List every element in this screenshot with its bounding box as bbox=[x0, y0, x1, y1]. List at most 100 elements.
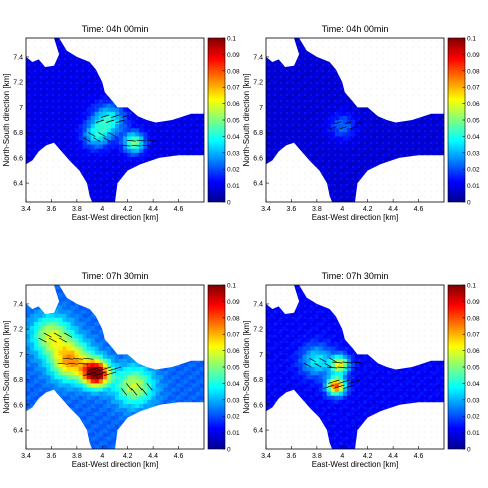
grid-dot bbox=[286, 124, 288, 126]
heatmap-cell bbox=[98, 91, 104, 96]
heatmap-cell bbox=[82, 148, 88, 154]
grid-dot bbox=[124, 64, 126, 66]
heatmap-cell bbox=[346, 128, 352, 133]
grid-dot bbox=[58, 46, 60, 48]
heatmap-cell bbox=[66, 66, 71, 72]
heatmap-cell bbox=[147, 144, 152, 150]
grid-dot bbox=[352, 82, 354, 84]
grid-dot bbox=[100, 82, 102, 84]
heatmap-cell bbox=[183, 152, 189, 158]
heatmap-cell bbox=[274, 79, 279, 84]
grid-dot bbox=[328, 76, 330, 78]
heatmap-cell bbox=[298, 95, 303, 100]
grid-dot bbox=[88, 172, 90, 174]
heatmap-cell bbox=[175, 148, 181, 154]
grid-dot bbox=[292, 40, 294, 42]
grid-dot bbox=[88, 136, 90, 138]
heatmap-cell bbox=[419, 140, 425, 145]
heatmap-cell bbox=[62, 74, 67, 80]
heatmap-cell bbox=[318, 99, 324, 104]
heatmap-cell bbox=[282, 87, 287, 92]
grid-dot bbox=[202, 196, 204, 198]
grid-dot bbox=[124, 100, 126, 102]
grid-dot bbox=[358, 40, 360, 42]
heatmap-cell bbox=[419, 136, 425, 141]
heatmap-cell bbox=[407, 132, 413, 137]
heatmap-cell bbox=[26, 107, 31, 113]
heatmap-cell bbox=[143, 148, 148, 154]
heatmap-cell bbox=[70, 148, 75, 154]
heatmap-cell bbox=[74, 115, 79, 121]
heatmap-cell bbox=[363, 120, 368, 125]
heatmap-cell bbox=[66, 156, 71, 162]
heatmap-cell bbox=[66, 124, 71, 129]
heatmap-cell bbox=[274, 99, 279, 104]
heatmap-cell bbox=[338, 115, 344, 121]
heatmap-cell bbox=[322, 91, 328, 96]
heatmap-cell bbox=[98, 120, 104, 125]
grid-dot bbox=[298, 148, 300, 150]
heatmap-cell bbox=[102, 144, 108, 150]
grid-dot bbox=[40, 190, 42, 192]
heatmap-cell bbox=[346, 107, 352, 113]
heatmap-cell bbox=[139, 124, 144, 129]
heatmap-cell bbox=[127, 152, 132, 158]
heatmap-cell bbox=[415, 136, 421, 141]
heatmap-cell bbox=[338, 83, 344, 88]
heatmap-cell bbox=[78, 99, 84, 104]
grid-dot bbox=[196, 82, 198, 84]
heatmap-cell bbox=[86, 111, 92, 117]
grid-dot bbox=[268, 124, 270, 126]
heatmap-cell bbox=[270, 87, 275, 92]
heatmap-cell bbox=[314, 144, 319, 150]
grid-dot bbox=[274, 178, 276, 180]
heatmap-cell bbox=[395, 132, 400, 137]
grid-dot bbox=[64, 112, 66, 114]
heatmap-cell bbox=[318, 128, 324, 133]
grid-dot bbox=[376, 106, 378, 108]
heatmap-cell bbox=[359, 144, 364, 150]
heatmap-cell bbox=[270, 91, 275, 96]
heatmap-cell bbox=[183, 148, 189, 154]
heatmap-cell bbox=[266, 62, 271, 68]
heatmap-cell bbox=[110, 161, 116, 166]
heatmap-cell bbox=[334, 128, 340, 133]
heatmap-cell bbox=[338, 95, 344, 100]
heatmap-cell bbox=[306, 120, 311, 125]
grid-dot bbox=[106, 70, 108, 72]
grid-dot bbox=[106, 118, 108, 120]
heatmap-cell bbox=[270, 103, 275, 109]
grid-dot bbox=[274, 154, 276, 156]
heatmap-cell bbox=[338, 128, 344, 133]
heatmap-cell bbox=[62, 124, 67, 129]
heatmap-cell bbox=[123, 169, 128, 174]
grid-dot bbox=[190, 172, 192, 174]
heatmap-cell bbox=[350, 156, 356, 162]
heatmap-cell bbox=[66, 50, 71, 55]
grid-dot bbox=[136, 76, 138, 78]
heatmap-cell bbox=[102, 99, 108, 104]
grid-dot bbox=[88, 196, 90, 198]
heatmap-cell bbox=[119, 169, 124, 174]
grid-dot bbox=[203, 203, 204, 204]
heatmap-cell bbox=[98, 87, 104, 92]
heatmap-cell bbox=[26, 136, 31, 141]
grid-dot bbox=[52, 136, 54, 138]
heatmap-cell bbox=[106, 120, 112, 125]
heatmap-cell bbox=[318, 103, 324, 109]
grid-dot bbox=[82, 106, 84, 108]
heatmap-cell bbox=[334, 148, 340, 154]
heatmap-cell bbox=[318, 74, 324, 80]
heatmap-cell bbox=[322, 173, 328, 178]
grid-dot bbox=[142, 148, 144, 150]
grid-dot bbox=[286, 106, 288, 108]
heatmap-cell bbox=[334, 193, 340, 199]
heatmap-cell bbox=[82, 173, 88, 178]
heatmap-cell bbox=[94, 83, 100, 88]
grid-dot bbox=[28, 82, 30, 84]
grid-dot bbox=[341, 203, 342, 204]
grid-dot bbox=[316, 70, 318, 72]
grid-dot bbox=[124, 154, 126, 156]
grid-dot bbox=[310, 160, 312, 162]
heatmap-cell bbox=[302, 103, 307, 109]
